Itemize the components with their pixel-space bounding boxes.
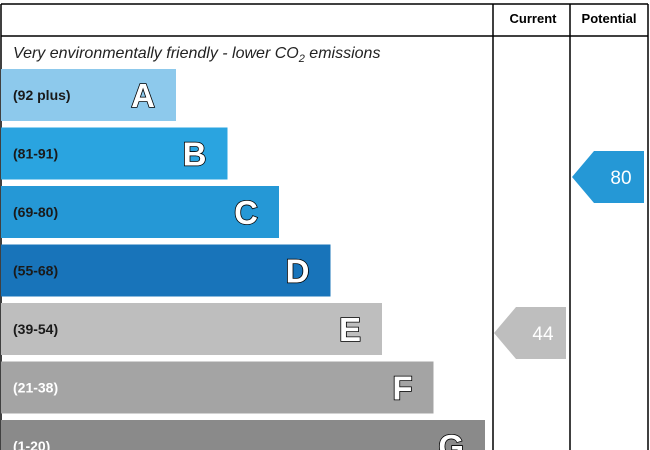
band-letter: F: [392, 370, 412, 407]
current-column-header: Current: [510, 11, 558, 26]
potential-rating: 80: [572, 151, 644, 203]
band-range-label: (39-54): [13, 321, 58, 337]
band-range-label: (81-91): [13, 146, 58, 162]
band-bar: [1, 69, 176, 121]
chart-title: Very environmentally friendly - lower CO…: [13, 45, 380, 65]
band-d: (55-68) D: [1, 244, 331, 297]
current-rating-arrow: [494, 307, 566, 359]
band-e: (39-54) E: [1, 303, 382, 355]
band-letter: A: [131, 77, 155, 114]
current-rating: 44: [494, 307, 566, 359]
band-letter: B: [183, 136, 207, 173]
band-c: (69-80) C: [1, 186, 279, 238]
band-a: (92 plus) A: [1, 69, 176, 121]
current-rating-value: 44: [532, 324, 554, 345]
band-letter: E: [339, 311, 361, 348]
band-bar: [1, 420, 485, 450]
chart-title-tail: emissions: [305, 45, 381, 62]
band-f: (21-38) F: [1, 361, 434, 414]
band-letter: G: [438, 428, 464, 450]
chart-title-subscript: 2: [298, 53, 305, 65]
band-range-label: (69-80): [13, 204, 58, 220]
band-letter: D: [286, 253, 310, 290]
potential-rating-arrow: [572, 151, 644, 203]
rating-markers: 44 80: [494, 151, 644, 359]
band-bar: [1, 303, 382, 355]
column-headers: Current Potential: [510, 11, 637, 26]
band-range-label: (1-20): [13, 438, 50, 450]
potential-column-header: Potential: [582, 11, 637, 26]
band-range-label: (92 plus): [13, 87, 71, 103]
potential-rating-value: 80: [610, 168, 631, 189]
band-letter: C: [234, 194, 258, 231]
band-bar: [1, 127, 228, 180]
band-bar: [1, 186, 279, 238]
rating-bands: (92 plus) A (81-91) B (69-80) C (55-68) D (39-54…: [1, 69, 485, 450]
chart-title-main: Very environmentally friendly - lower CO: [13, 45, 299, 62]
band-range-label: (55-68): [13, 263, 58, 279]
band-range-label: (21-38): [13, 380, 58, 396]
band-bar: [1, 361, 434, 414]
band-b: (81-91) B: [1, 127, 228, 180]
band-g: (1-20) G: [1, 420, 485, 450]
band-bar: [1, 244, 331, 297]
